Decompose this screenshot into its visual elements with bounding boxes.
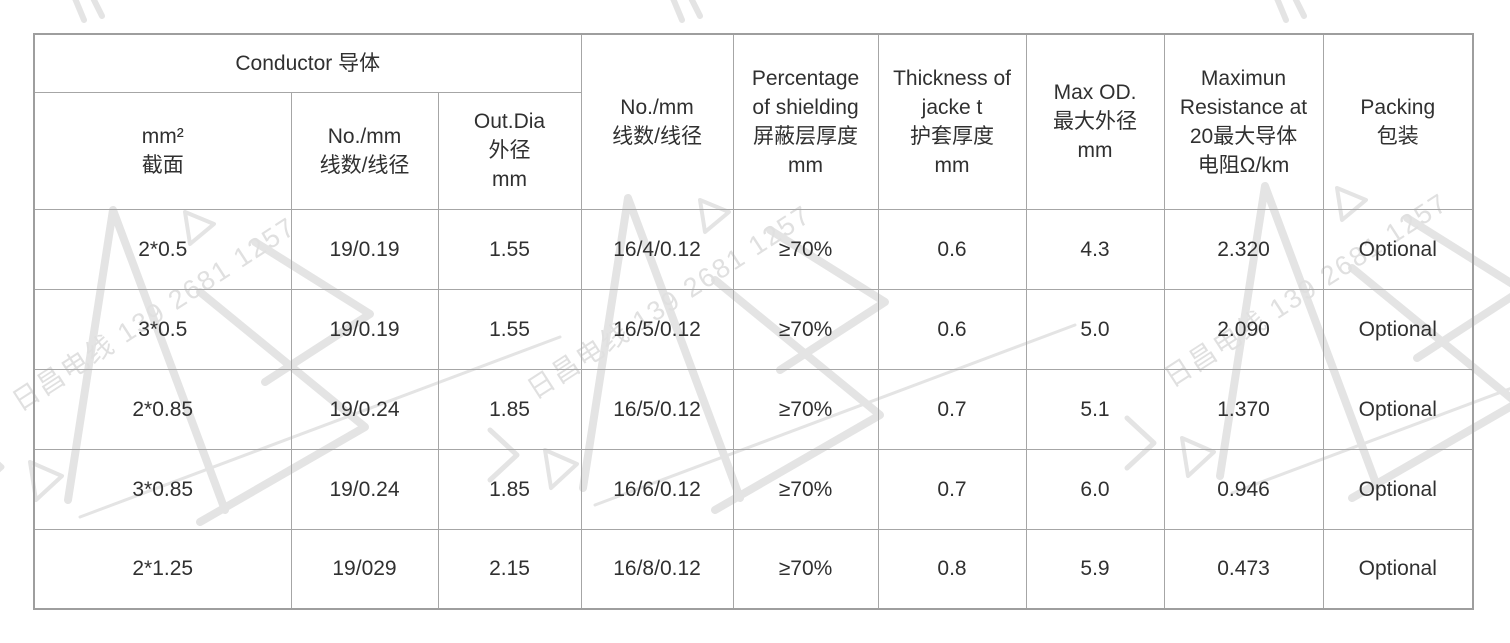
header-shield-percent: Percentage of shielding 屏蔽层厚度 mm <box>732 33 879 210</box>
cell-shield-percent: ≥70% <box>732 208 879 290</box>
cell-resistance: 2.320 <box>1163 208 1324 290</box>
cell-shield-strands: 16/5/0.12 <box>580 288 734 370</box>
cell-max-od: 5.0 <box>1025 288 1165 370</box>
cell-out-dia: 1.85 <box>437 448 582 530</box>
cell-packing: Optional <box>1322 208 1474 290</box>
cell-jacket-thickness: 0.7 <box>877 448 1027 530</box>
cell-packing: Optional <box>1322 528 1474 610</box>
table-row: 3*0.85 19/0.24 1.85 16/6/0.12 ≥70% 0.7 6… <box>33 448 1474 530</box>
header-conductor-group: Conductor 导体 <box>33 33 582 93</box>
cell-strands: 19/029 <box>290 528 439 610</box>
header-resistance: Maximun Resistance at 20最大导体 电阻Ω/km <box>1163 33 1324 210</box>
cell-out-dia: 1.55 <box>437 208 582 290</box>
cell-strands: 19/0.24 <box>290 448 439 530</box>
cell-shield-strands: 16/4/0.12 <box>580 208 734 290</box>
cell-area: 3*0.5 <box>33 288 292 370</box>
cell-max-od: 4.3 <box>1025 208 1165 290</box>
cell-packing: Optional <box>1322 368 1474 450</box>
cell-area: 3*0.85 <box>33 448 292 530</box>
cell-out-dia: 1.55 <box>437 288 582 370</box>
header-strands: No./mm 线数/线径 <box>290 91 439 210</box>
cell-out-dia: 1.85 <box>437 368 582 450</box>
cell-packing: Optional <box>1322 288 1474 370</box>
table-row: 2*1.25 19/029 2.15 16/8/0.12 ≥70% 0.8 5.… <box>33 528 1474 610</box>
cell-jacket-thickness: 0.7 <box>877 368 1027 450</box>
cell-shield-percent: ≥70% <box>732 288 879 370</box>
cell-shield-percent: ≥70% <box>732 368 879 450</box>
cell-out-dia: 2.15 <box>437 528 582 610</box>
table-row: 2*0.85 19/0.24 1.85 16/5/0.12 ≥70% 0.7 5… <box>33 368 1474 450</box>
cell-resistance: 0.473 <box>1163 528 1324 610</box>
cell-max-od: 6.0 <box>1025 448 1165 530</box>
cell-resistance: 1.370 <box>1163 368 1324 450</box>
watermark-top-fragments <box>72 0 1307 23</box>
cell-strands: 19/0.24 <box>290 368 439 450</box>
cell-strands: 19/0.19 <box>290 208 439 290</box>
cell-jacket-thickness: 0.6 <box>877 288 1027 370</box>
cell-max-od: 5.1 <box>1025 368 1165 450</box>
table-row: 3*0.5 19/0.19 1.55 16/5/0.12 ≥70% 0.6 5.… <box>33 288 1474 370</box>
cell-shield-strands: 16/8/0.12 <box>580 528 734 610</box>
header-shield-strands: No./mm 线数/线径 <box>580 33 734 210</box>
cell-area: 2*0.5 <box>33 208 292 290</box>
cell-jacket-thickness: 0.6 <box>877 208 1027 290</box>
header-max-od: Max OD. 最大外径 mm <box>1025 33 1165 210</box>
header-area: mm² 截面 <box>33 91 292 210</box>
cell-shield-strands: 16/5/0.12 <box>580 368 734 450</box>
cell-area: 2*1.25 <box>33 528 292 610</box>
cell-shield-percent: ≥70% <box>732 448 879 530</box>
cell-max-od: 5.9 <box>1025 528 1165 610</box>
cell-shield-percent: ≥70% <box>732 528 879 610</box>
cell-area: 2*0.85 <box>33 368 292 450</box>
cell-strands: 19/0.19 <box>290 288 439 370</box>
cell-packing: Optional <box>1322 448 1474 530</box>
header-packing: Packing 包装 <box>1322 33 1474 210</box>
cell-shield-strands: 16/6/0.12 <box>580 448 734 530</box>
cell-resistance: 2.090 <box>1163 288 1324 370</box>
header-out-dia: Out.Dia 外径 mm <box>437 91 582 210</box>
table-row: 2*0.5 19/0.19 1.55 16/4/0.12 ≥70% 0.6 4.… <box>33 208 1474 290</box>
header-row-group: Conductor 导体 No./mm 线数/线径 Percentage of … <box>33 33 1474 210</box>
cell-resistance: 0.946 <box>1163 448 1324 530</box>
header-jacket-thickness: Thickness of jacke t 护套厚度 mm <box>877 33 1027 210</box>
cell-jacket-thickness: 0.8 <box>877 528 1027 610</box>
cable-spec-table: Conductor 导体 No./mm 线数/线径 Percentage of … <box>33 33 1475 610</box>
